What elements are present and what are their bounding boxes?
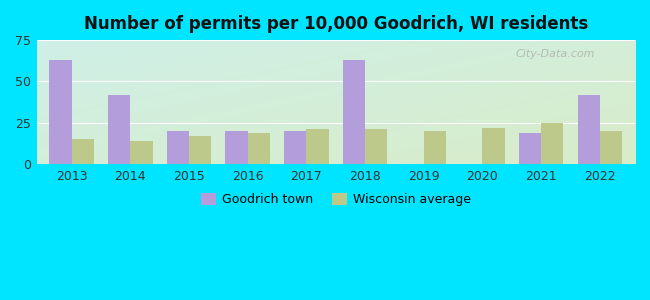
Legend: Goodrich town, Wisconsin average: Goodrich town, Wisconsin average bbox=[197, 190, 474, 210]
Title: Number of permits per 10,000 Goodrich, WI residents: Number of permits per 10,000 Goodrich, W… bbox=[84, 15, 588, 33]
Bar bbox=[108, 95, 131, 164]
Bar bbox=[343, 60, 365, 164]
Bar bbox=[49, 60, 72, 164]
Bar bbox=[600, 131, 622, 164]
Bar bbox=[72, 140, 94, 164]
Bar bbox=[189, 136, 211, 164]
Bar bbox=[167, 131, 189, 164]
Bar bbox=[284, 131, 306, 164]
Bar bbox=[541, 123, 564, 164]
Bar bbox=[424, 131, 446, 164]
Text: City-Data.com: City-Data.com bbox=[515, 49, 595, 59]
Bar bbox=[131, 141, 153, 164]
Bar bbox=[577, 95, 600, 164]
Bar bbox=[248, 133, 270, 164]
Bar bbox=[306, 130, 329, 164]
Bar bbox=[482, 128, 505, 164]
Bar bbox=[365, 130, 387, 164]
Bar bbox=[226, 131, 248, 164]
Bar bbox=[519, 133, 541, 164]
